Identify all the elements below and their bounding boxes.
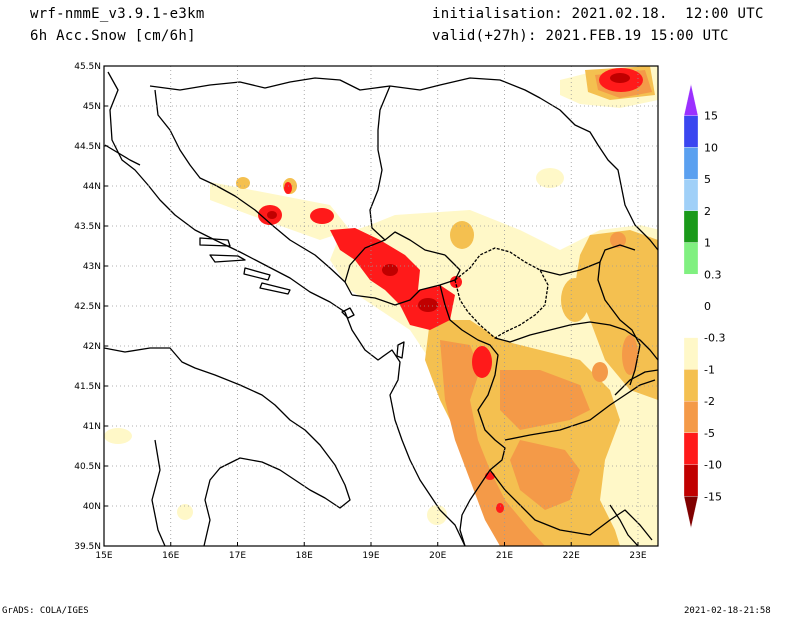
footer-credit: GrADS: COLA/IGES	[2, 606, 89, 616]
lat-tick-label: 42N	[83, 342, 101, 352]
colorbar-swatch	[683, 400, 699, 434]
colorbar-swatch	[683, 432, 699, 465]
lon-tick-label: 21E	[496, 551, 513, 561]
colorbar-label: 10	[704, 141, 718, 154]
lat-tick-label: 39.5N	[74, 542, 101, 552]
lat-tick-label: 43N	[83, 262, 101, 272]
colorbar-label: -2	[704, 395, 715, 408]
init-time: initialisation: 2021.02.18. 12:00 UTC	[432, 6, 764, 22]
colorbar-swatch	[683, 210, 699, 243]
colorbar-label: 5	[704, 173, 711, 186]
lat-tick-label: 43.5N	[74, 222, 101, 232]
lat-tick-label: 45.5N	[74, 62, 101, 72]
colorbar-label: -1	[704, 363, 715, 376]
colorbar-label: -10	[704, 459, 722, 472]
lat-tick-label: 40N	[83, 502, 101, 512]
gridlines	[104, 66, 658, 546]
snow-shading	[104, 66, 658, 546]
colorbar-swatch	[683, 369, 699, 402]
colorbar-label: 2	[704, 205, 711, 218]
colorbar-swatch	[683, 83, 699, 116]
colorbar-label: 0.3	[704, 268, 722, 281]
colorbar-label: 15	[704, 110, 718, 123]
colorbar-swatch	[683, 337, 699, 370]
colorbar: 15 10 5 2 1 0.3 0 -0.3 -1 -2 -5 -10 -15	[683, 83, 725, 529]
axis-ticks: 15E 16E 17E 18E 19E 20E 21E 22E 23E 45.5N 45N 44.5N…	[74, 62, 647, 561]
lat-tick-label: 45N	[83, 102, 101, 112]
lat-tick-label: 44N	[83, 182, 101, 192]
lon-tick-label: 20E	[429, 551, 446, 561]
lat-tick-label: 40.5N	[74, 462, 101, 472]
lon-tick-label: 17E	[229, 551, 246, 561]
lon-tick-label: 22E	[563, 551, 580, 561]
colorbar-label: 0	[704, 300, 711, 313]
colorbar-label: -0.3	[704, 332, 725, 345]
colorbar-swatch	[683, 305, 699, 338]
model-title: wrf-nmmE_v3.9.1-e3km	[30, 6, 205, 22]
colorbar-swatch	[683, 242, 699, 275]
lat-tick-label: 42.5N	[74, 302, 101, 312]
colorbar-label: -15	[704, 490, 722, 503]
valid-time: valid(+27h): 2021.FEB.19 15:00 UTC	[432, 28, 729, 44]
lat-tick-label: 41N	[83, 422, 101, 432]
lon-tick-label: 18E	[296, 551, 313, 561]
coastline-borders	[104, 71, 658, 546]
colorbar-swatch	[683, 178, 699, 212]
snow-extreme-areas	[267, 73, 630, 312]
colorbar-swatch	[683, 274, 699, 307]
colorbar-swatch	[683, 147, 699, 180]
lon-tick-label: 19E	[362, 551, 379, 561]
lon-tick-label: 15E	[95, 551, 112, 561]
colorbar-swatch	[683, 464, 699, 497]
colorbar-label: 1	[704, 237, 711, 250]
colorbar-label: -5	[704, 427, 715, 440]
lat-tick-label: 44.5N	[74, 142, 101, 152]
lon-tick-label: 23E	[629, 551, 646, 561]
colorbar-swatch	[683, 115, 699, 148]
field-title: 6h Acc.Snow [cm/6h]	[30, 28, 196, 44]
colorbar-swatch	[683, 496, 699, 529]
lat-tick-label: 41.5N	[74, 382, 101, 392]
footer-timestamp: 2021-02-18-21:58	[684, 606, 771, 616]
lon-tick-label: 16E	[162, 551, 179, 561]
